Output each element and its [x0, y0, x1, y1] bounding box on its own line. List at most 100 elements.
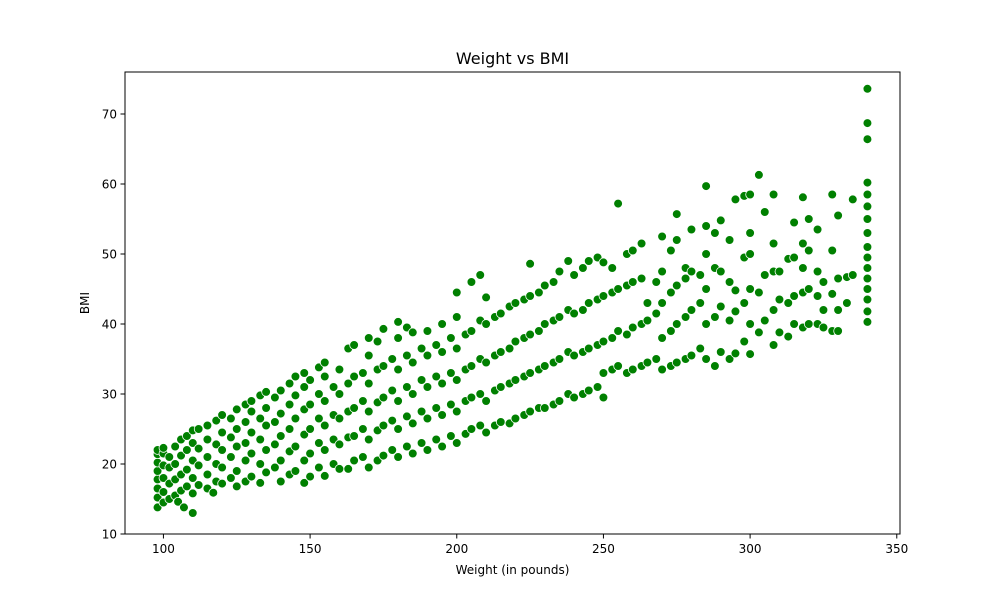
data-point [798, 263, 808, 273]
data-point [812, 224, 823, 235]
data-point [701, 319, 711, 329]
data-point [759, 270, 770, 280]
data-point [305, 399, 315, 410]
data-point [481, 319, 491, 329]
data-point [803, 214, 814, 224]
data-point [818, 277, 829, 287]
data-point [759, 207, 770, 217]
data-point [446, 399, 456, 410]
data-point [554, 396, 565, 406]
data-point [539, 403, 550, 413]
x-axis-label: Weight (in pounds) [456, 563, 570, 577]
data-point [402, 350, 412, 361]
data-point [422, 326, 433, 336]
chart-title: Weight vs BMI [456, 49, 569, 68]
data-point [569, 308, 579, 319]
data-point [495, 308, 506, 319]
data-point [451, 343, 462, 354]
data-point [510, 336, 521, 347]
data-point [724, 235, 735, 245]
data-point [187, 508, 198, 518]
data-point [578, 263, 588, 273]
data-point [334, 389, 345, 399]
data-point [393, 452, 403, 462]
data-point [666, 287, 676, 298]
data-point [657, 364, 667, 375]
data-point [402, 382, 412, 392]
data-point [422, 445, 433, 455]
data-point [437, 319, 447, 329]
data-point [407, 389, 418, 399]
data-point [270, 462, 280, 473]
data-point [613, 361, 623, 371]
y-tick-label: 50 [102, 247, 117, 261]
data-point [334, 364, 345, 375]
data-point [862, 228, 873, 238]
data-point [671, 280, 682, 291]
data-point [363, 406, 374, 417]
data-point [783, 298, 794, 308]
data-point [495, 417, 506, 427]
data-point [193, 443, 204, 454]
data-point [246, 396, 257, 406]
data-point [598, 291, 609, 301]
data-point [416, 375, 427, 385]
data-point [193, 480, 204, 490]
data-point [774, 327, 785, 338]
data-point [695, 343, 706, 354]
data-point [349, 455, 359, 466]
data-point [539, 280, 550, 291]
data-point [261, 445, 271, 455]
data-point [466, 277, 477, 287]
data-point [754, 327, 764, 338]
data-point [314, 438, 324, 448]
data-point [407, 448, 418, 459]
data-point [686, 266, 697, 277]
data-point [240, 455, 251, 466]
data-point [275, 455, 286, 466]
data-point [607, 263, 618, 273]
data-point [299, 368, 310, 378]
data-point [818, 322, 829, 333]
y-tick-label: 60 [102, 177, 117, 191]
data-point [715, 266, 726, 277]
data-point [349, 403, 359, 413]
data-point [270, 392, 280, 403]
data-point [554, 354, 565, 364]
data-point [789, 252, 799, 263]
data-point [578, 305, 588, 315]
y-axis-label: BMI [78, 292, 92, 314]
data-point [651, 277, 662, 287]
data-point [710, 312, 720, 322]
data-point [754, 287, 764, 298]
data-point [182, 431, 192, 441]
data-point [299, 455, 310, 466]
y-tick-label: 20 [102, 457, 117, 471]
data-point [695, 270, 706, 280]
plot-frame [124, 71, 901, 535]
data-point [431, 371, 442, 382]
data-point [446, 333, 456, 343]
data-point [319, 357, 330, 368]
data-point [217, 445, 227, 455]
data-point [343, 378, 354, 389]
data-point [803, 284, 814, 294]
data-point [393, 333, 403, 343]
data-point [402, 411, 412, 422]
data-point [275, 408, 286, 419]
data-point [657, 298, 667, 308]
data-point [446, 368, 456, 378]
data-point [226, 452, 236, 462]
data-point [833, 273, 843, 284]
data-point [202, 469, 213, 480]
data-point [671, 357, 682, 368]
data-point [393, 424, 403, 434]
data-point [314, 462, 324, 473]
data-point [431, 434, 442, 445]
data-point [598, 368, 609, 378]
data-point [437, 378, 447, 389]
data-point [592, 382, 603, 392]
data-point [818, 305, 829, 315]
data-point [636, 273, 647, 284]
data-point [774, 294, 785, 305]
